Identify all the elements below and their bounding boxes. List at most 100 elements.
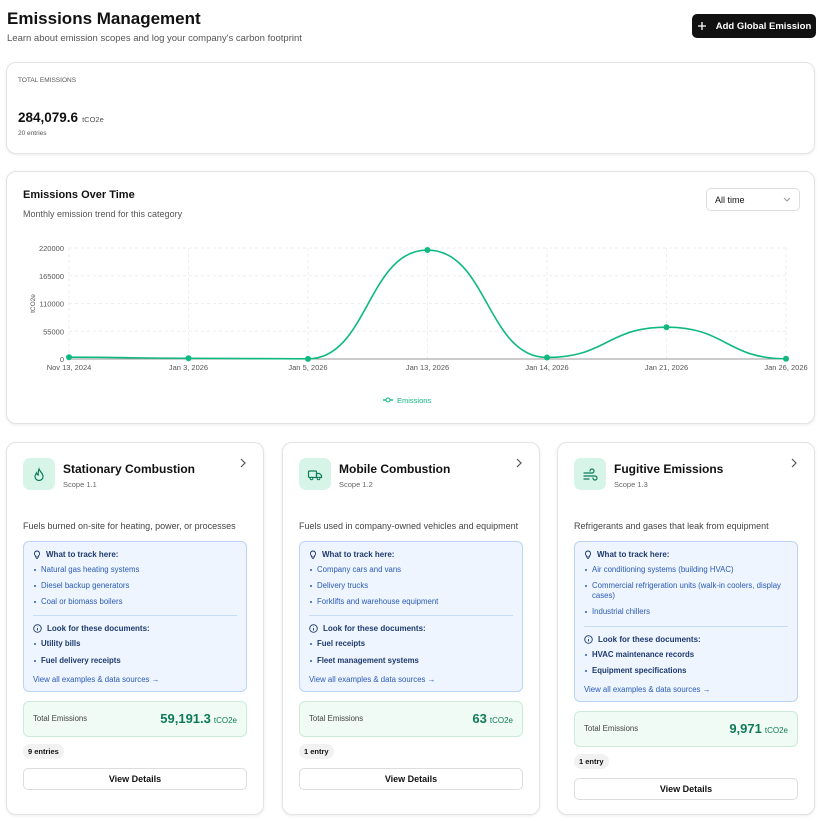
summary-entries: 20 entries bbox=[18, 130, 47, 137]
view-details-button[interactable]: View Details bbox=[299, 767, 523, 790]
docs-heading-text: Look for these documents: bbox=[598, 634, 701, 644]
docs-heading: Look for these documents: bbox=[33, 624, 237, 633]
total-label: Total Emissions bbox=[33, 714, 88, 724]
icon-glyph bbox=[583, 468, 598, 481]
total-unit: tCO2e bbox=[489, 715, 513, 725]
total-unit: tCO2e bbox=[213, 715, 237, 725]
bulb-icon bbox=[33, 550, 41, 559]
category-card: Fugitive Emissions Scope 1.3 Refrigerants … bbox=[557, 442, 815, 815]
docs-heading-text: Look for these documents: bbox=[323, 624, 426, 634]
chart-card: 0 55000 110000 165000 220000 Nov 13, 2024 Jan … bbox=[6, 171, 815, 424]
guidance-box: What to track here: Company cars and vans… bbox=[299, 541, 523, 692]
view-details-button[interactable]: View Details bbox=[574, 777, 798, 800]
guidance-box: What to track here: Natural gas heating s… bbox=[23, 541, 247, 692]
doc-item: Fuel delivery receipts bbox=[33, 656, 237, 666]
track-item: Company cars and vans bbox=[309, 565, 513, 575]
y-tick-label: 220000 bbox=[39, 244, 64, 253]
doc-item: HVAC maintenance records bbox=[584, 650, 788, 660]
track-item: Diesel backup generators bbox=[33, 581, 237, 591]
plus-icon bbox=[697, 22, 706, 30]
category-card: Stationary Combustion Scope 1.1 Fuels burn… bbox=[6, 442, 264, 815]
y-axis-label: tCO2e bbox=[30, 294, 37, 313]
entries-badge: 9 entries bbox=[23, 743, 64, 759]
y-tick-label: 165000 bbox=[39, 272, 64, 281]
total-box: Total Emissions 59,191.3 tCO2e bbox=[23, 700, 247, 737]
add-button[interactable]: Add Global Emission bbox=[692, 14, 816, 38]
track-heading-text: What to track here: bbox=[322, 550, 395, 559]
track-item: Coal or biomass boilers bbox=[33, 597, 237, 607]
total-value: 9,971 bbox=[729, 721, 762, 737]
examples-link[interactable]: View all examples & data sources → bbox=[33, 674, 160, 684]
y-tick-label: 0 bbox=[60, 355, 64, 364]
track-item: Industrial chillers bbox=[584, 607, 788, 617]
x-tick-label: Jan 3, 2026 bbox=[169, 363, 208, 372]
info-icon bbox=[584, 634, 593, 644]
page-title: Emissions Management bbox=[7, 9, 201, 28]
time-filter-label: All time bbox=[715, 194, 745, 205]
separator bbox=[309, 615, 513, 617]
track-heading: What to track here: bbox=[33, 550, 237, 559]
examples-link[interactable]: View all examples & data sources → bbox=[309, 674, 436, 684]
docs-heading-text: Look for these documents: bbox=[47, 624, 150, 634]
legend-dot bbox=[385, 397, 391, 403]
point bbox=[424, 247, 431, 254]
card-titles: Stationary Combustion Scope 1.1 bbox=[63, 458, 195, 489]
point bbox=[66, 354, 72, 361]
docs-heading: Look for these documents: bbox=[309, 624, 513, 633]
card-scope: Scope 1.1 bbox=[63, 480, 97, 489]
track-item: Commercial refrigeration units (walk-in … bbox=[584, 581, 788, 601]
x-tick-label: Jan 13, 2026 bbox=[406, 363, 449, 372]
separator bbox=[584, 625, 788, 627]
bulb-icon bbox=[584, 550, 592, 559]
track-item: Forklifts and warehouse equipment bbox=[309, 597, 513, 607]
point bbox=[783, 355, 789, 362]
chevron[interactable] bbox=[239, 458, 247, 468]
doc-item: Fleet management systems bbox=[309, 656, 513, 666]
doc-item: Utility bills bbox=[33, 639, 237, 649]
card-description: Refrigerants and gases that leak from eq… bbox=[574, 521, 769, 531]
card-header: Stationary Combustion Scope 1.1 bbox=[23, 458, 247, 491]
dropdown-icon bbox=[783, 197, 791, 202]
card-description: Fuels used in company-owned vehicles and… bbox=[299, 521, 519, 531]
examples-link[interactable]: View all examples & data sources → bbox=[584, 684, 711, 694]
doc-item: Fuel receipts bbox=[309, 639, 513, 649]
info-icon bbox=[309, 624, 318, 634]
point bbox=[544, 354, 550, 361]
category-icon bbox=[299, 458, 331, 490]
y-tick-label: 110000 bbox=[40, 300, 64, 309]
y-tick-label: 55000 bbox=[43, 327, 64, 336]
chevron[interactable] bbox=[790, 458, 798, 468]
summary-value: 284,079.6 bbox=[18, 110, 79, 125]
card-title: Fugitive Emissions bbox=[614, 462, 724, 476]
card-header: Fugitive Emissions Scope 1.3 bbox=[574, 458, 798, 491]
add-button-label: Add Global Emission bbox=[715, 20, 812, 32]
x-tick-label: Jan 14, 2026 bbox=[525, 363, 568, 372]
bulb-icon bbox=[309, 550, 317, 559]
card-title: Mobile Combustion bbox=[339, 462, 451, 476]
track-item: Natural gas heating systems bbox=[33, 565, 237, 575]
point bbox=[305, 355, 311, 362]
time-filter[interactable]: All time bbox=[706, 188, 800, 211]
category-icon bbox=[574, 458, 606, 490]
total-label: Total Emissions bbox=[584, 724, 639, 734]
point bbox=[663, 324, 670, 331]
entries-badge: 1 entry bbox=[299, 743, 334, 759]
chart-title: Emissions Over Time bbox=[23, 189, 135, 201]
view-details-button[interactable]: View Details bbox=[23, 767, 247, 790]
point bbox=[185, 355, 192, 362]
total-value: 63 bbox=[472, 711, 487, 727]
docs-heading: Look for these documents: bbox=[584, 635, 788, 644]
x-tick-label: Jan 5, 2026 bbox=[288, 363, 327, 372]
chevron[interactable] bbox=[515, 458, 523, 468]
entries-badge: 1 entry bbox=[574, 753, 609, 769]
x-tick-label: Jan 26, 2026 bbox=[764, 363, 807, 372]
card-header: Mobile Combustion Scope 1.2 bbox=[299, 458, 523, 491]
doc-item: Equipment specifications bbox=[584, 666, 788, 676]
total-label: Total Emissions bbox=[309, 714, 364, 724]
total-box: Total Emissions 9,971 tCO2e bbox=[574, 710, 798, 747]
x-tick-label: Nov 13, 2024 bbox=[47, 363, 92, 372]
summary-card: TOTAL EMISSIONS 284,079.6 tCO2e 20 entrie… bbox=[6, 62, 815, 154]
page-subtitle: Learn about emission scopes and log your… bbox=[7, 33, 302, 44]
x-tick-label: Jan 21, 2026 bbox=[645, 363, 688, 372]
